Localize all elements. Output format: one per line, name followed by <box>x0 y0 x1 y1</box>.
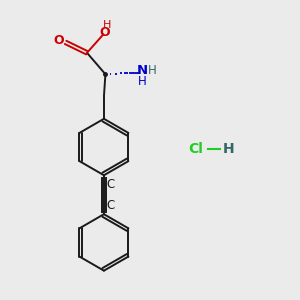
Text: C: C <box>106 178 115 191</box>
Text: N: N <box>137 64 148 77</box>
Text: H: H <box>148 64 157 77</box>
Text: Cl: Cl <box>189 142 203 155</box>
Text: H: H <box>138 74 147 88</box>
Text: H: H <box>223 142 235 155</box>
Text: C: C <box>106 199 115 212</box>
Text: H: H <box>103 20 111 30</box>
Text: O: O <box>100 26 110 39</box>
Text: O: O <box>54 34 64 47</box>
